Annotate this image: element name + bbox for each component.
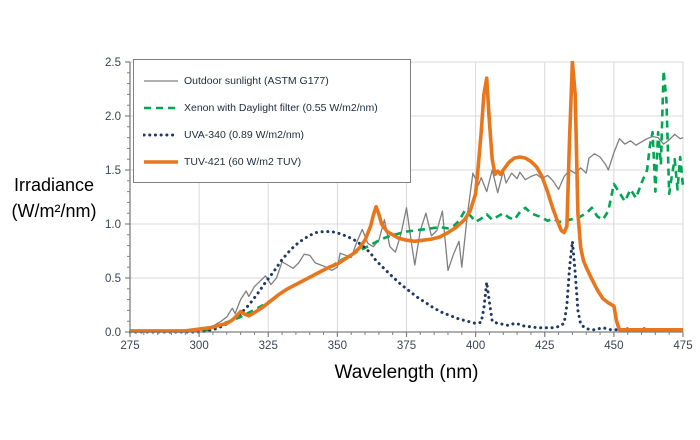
y-tick-label: 0.5: [105, 273, 121, 285]
x-tick-label: 325: [259, 340, 278, 352]
legend-line-icon: [143, 131, 179, 139]
x-tick-label: 400: [466, 340, 485, 352]
series-line-3: [130, 61, 683, 333]
series-group: [129, 61, 684, 334]
legend: Outdoor sunlight (ASTM G177) Xenon with D…: [133, 59, 411, 183]
series-line-0: [130, 133, 684, 333]
y-axis-title-line1: Irradiance: [13, 175, 95, 195]
x-tick-label: 275: [120, 340, 139, 352]
x-tick-label: 475: [673, 340, 692, 352]
y-tick-label: 2.0: [105, 111, 121, 123]
x-tick-label: 375: [397, 340, 416, 352]
y-axis-title: Irradiance (W/m²/nm): [0, 172, 108, 224]
legend-item-label: TUV-421 (60 W/m2 TUV): [184, 155, 302, 168]
y-axis-title-line2: (W/m²/nm): [11, 201, 97, 221]
legend-item: UVA-340 (0.89 W/m2/nm): [143, 121, 401, 148]
x-tick-label: 450: [604, 340, 623, 352]
x-tick-label: 350: [328, 340, 347, 352]
y-tick-label: 1.5: [105, 165, 121, 177]
legend-item-label: UVA-340 (0.89 W/m2/nm): [184, 128, 305, 141]
legend-line-icon: [143, 158, 179, 166]
legend-item: Xenon with Daylight filter (0.55 W/m2/nm…: [143, 94, 401, 121]
legend-item: TUV-421 (60 W/m2 TUV): [143, 148, 401, 175]
x-tick-label: 300: [190, 340, 209, 352]
y-tick-label: 0.0: [105, 327, 121, 339]
y-tick-label: 2.5: [105, 57, 121, 69]
legend-line-icon: [143, 104, 179, 112]
legend-item: Outdoor sunlight (ASTM G177): [143, 67, 401, 94]
legend-item-label: Outdoor sunlight (ASTM G177): [184, 74, 329, 87]
x-tick-label: 425: [535, 340, 554, 352]
y-tick-label: 1.0: [105, 219, 121, 231]
legend-line-icon: [143, 77, 179, 85]
x-axis-title: Wavelength (nm): [334, 362, 479, 383]
legend-item-label: Xenon with Daylight filter (0.55 W/m2/nm…: [184, 101, 378, 114]
series-line-2: [129, 230, 684, 334]
